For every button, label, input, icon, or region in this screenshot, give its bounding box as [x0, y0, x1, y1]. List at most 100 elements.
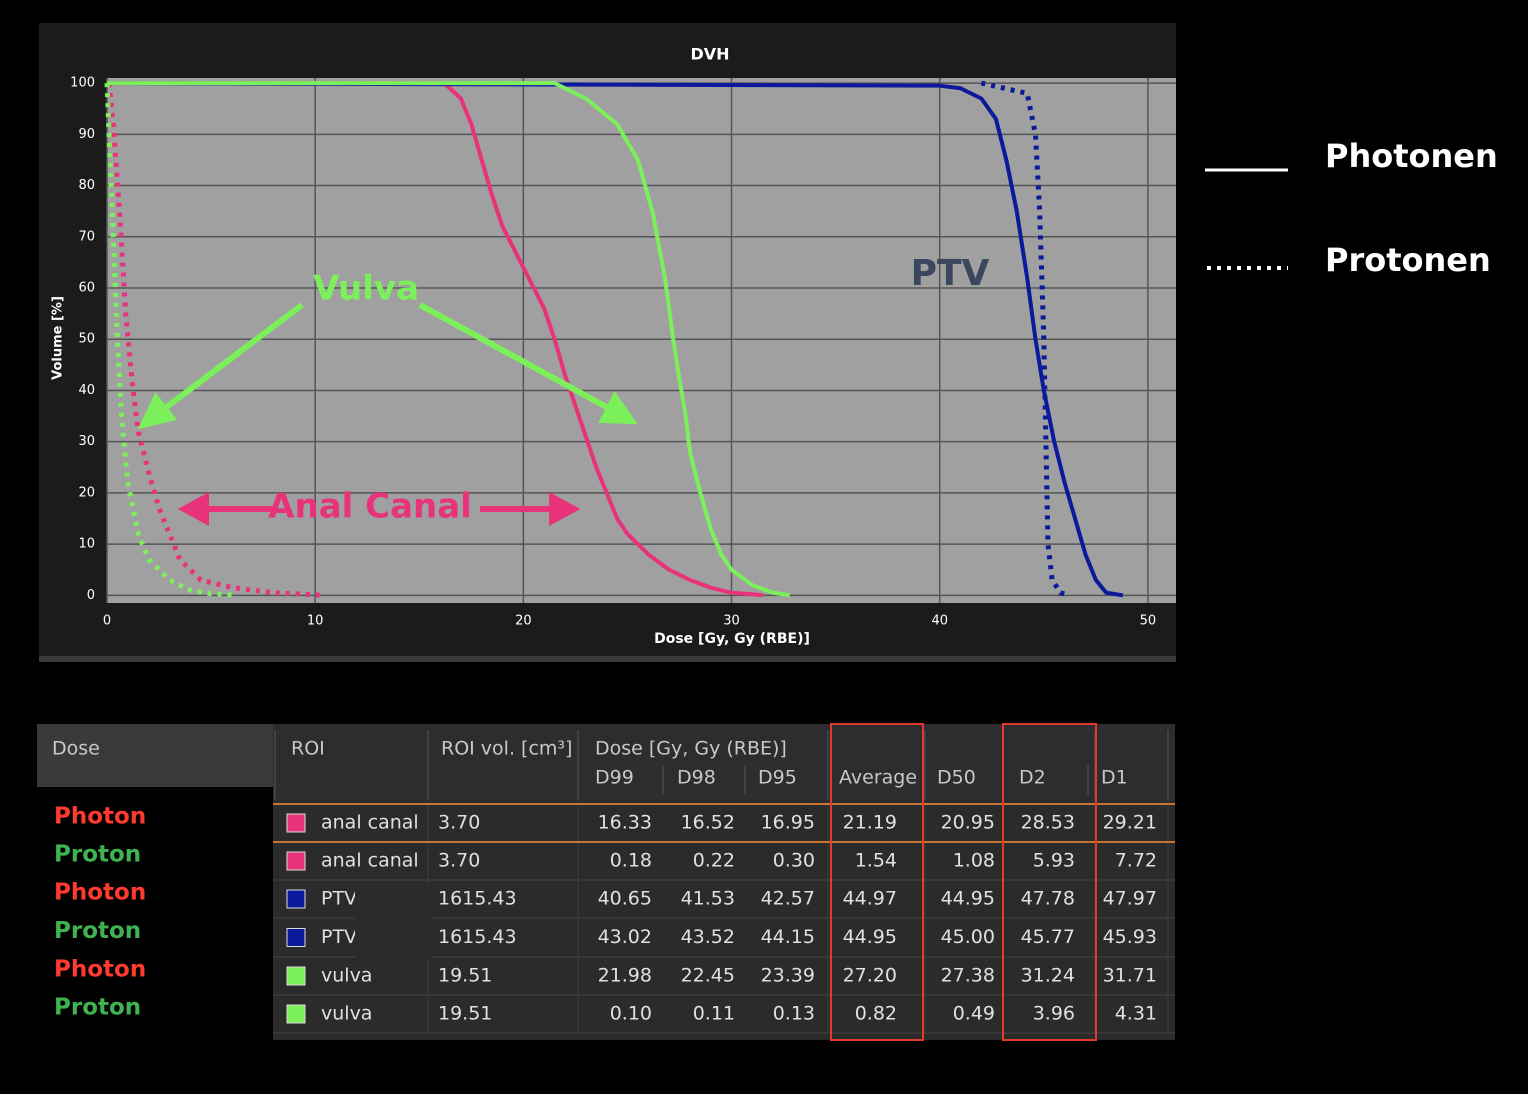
dose-label: Photon: [54, 957, 146, 983]
y-axis-label: Volume [%]: [51, 296, 66, 380]
column-header: D1: [1101, 767, 1128, 789]
roi-swatch: [286, 1004, 306, 1024]
x-tick-label: 20: [515, 614, 532, 629]
arrows: [137, 302, 638, 430]
annotation: PTV: [911, 253, 990, 294]
annotations: Vulva Anal Canal PTV: [137, 253, 990, 527]
column-header: D99: [595, 767, 634, 789]
table-cell: 0.10: [610, 1003, 652, 1025]
dose-label: Photon: [54, 880, 146, 906]
table-cell: 0.49: [953, 1003, 995, 1025]
table-cell: 47.97: [1103, 888, 1157, 910]
table-cell: 43.02: [598, 926, 652, 948]
y-tick-label: 60: [78, 281, 95, 296]
legend-label: Photonen: [1325, 137, 1498, 175]
dose-column: [37, 787, 273, 1040]
y-tick-label: 0: [87, 588, 95, 603]
table-cell: 19.51: [438, 1003, 492, 1025]
column-header: D95: [758, 767, 797, 789]
table-cell: 0.22: [693, 850, 735, 872]
table-cell: 0.30: [773, 850, 815, 872]
table-cell: 21.98: [598, 965, 652, 987]
dose-label: Proton: [54, 918, 141, 944]
table-cell: 0.13: [773, 1003, 815, 1025]
table-cell: 1.08: [953, 850, 995, 872]
table-cell: 0.18: [610, 850, 652, 872]
table-cell: 45.93: [1103, 926, 1157, 948]
table-cell: 27.38: [941, 965, 995, 987]
arrows: [177, 491, 581, 527]
y-tick-label: 30: [78, 434, 95, 449]
table-cell: 47.78: [1021, 888, 1075, 910]
arrow: [418, 302, 614, 413]
table-cell: 28.53: [1021, 812, 1075, 834]
annotation: Vulva: [313, 269, 419, 309]
dose-label: Photon: [54, 804, 146, 830]
roi-swatch: [286, 928, 306, 947]
column-header: Dose [Gy, Gy (RBE)]: [595, 738, 787, 760]
roi-name: PTV: [321, 926, 357, 948]
table-cell: 22.45: [681, 965, 735, 987]
x-tick-label: 40: [931, 614, 948, 629]
table: Dose ROI ROI vol. [cm³] Dose [Gy, Gy (RBE)]…: [37, 723, 1175, 1041]
x-tick-label: 10: [307, 614, 324, 629]
roi-swatch: [286, 889, 306, 909]
roi-name: anal canal: [321, 812, 419, 834]
column-header: ROI vol. [cm³]: [441, 738, 572, 760]
arrowhead: [137, 392, 178, 430]
panel-edge: [39, 656, 1176, 662]
table-cell: 42.57: [761, 888, 815, 910]
column-header: D50: [937, 767, 976, 789]
y-tick-label: 20: [78, 485, 95, 500]
y-tick-label: 40: [78, 383, 95, 398]
grid: 0 10 20 30 40 50 60 70 80 90 100 0 10 20 30 40 50: [70, 76, 1176, 629]
dvh-line: [107, 81, 791, 598]
table-cell: 29.21: [1103, 812, 1157, 834]
roi-swatch: [286, 966, 306, 986]
redaction: [355, 884, 432, 960]
table-cell: 19.51: [438, 965, 492, 987]
column-header: D98: [677, 767, 716, 789]
dvh-line: [980, 80, 1070, 598]
table-cell: 27.20: [843, 965, 897, 987]
table-cell: 31.24: [1021, 965, 1075, 987]
table-cell: 7.72: [1115, 850, 1157, 872]
table-cell: 44.97: [843, 888, 897, 910]
arrowhead: [549, 491, 581, 527]
dose-header-cell: [37, 724, 273, 787]
table-cell: 23.39: [761, 965, 815, 987]
table-cell: 45.00: [941, 926, 995, 948]
y-tick-label: 70: [78, 229, 95, 244]
legend-label: Protonen: [1325, 241, 1491, 279]
table-cell: 31.71: [1103, 965, 1157, 987]
y-tick-label: 10: [78, 537, 95, 552]
y-tick-label: 80: [78, 178, 95, 193]
arrow: [158, 302, 304, 415]
table-cell: 16.95: [761, 812, 815, 834]
column-header: ROI: [291, 738, 325, 760]
roi-name: anal canal: [321, 850, 419, 872]
dose-label: Proton: [54, 995, 141, 1021]
roi-swatch: [286, 851, 306, 871]
table-cell: 3.70: [438, 812, 480, 834]
x-axis-label: Dose [Gy, Gy (RBE)]: [654, 631, 810, 647]
column-header: D2: [1019, 767, 1046, 789]
arrowhead: [598, 391, 638, 425]
table-cell: 43.52: [681, 926, 735, 948]
table-cell: 4.31: [1115, 1003, 1157, 1025]
table-cell: 40.65: [598, 888, 652, 910]
dvh-line: [106, 82, 326, 598]
arrowhead: [177, 491, 209, 527]
table-cell: 44.95: [941, 888, 995, 910]
roi-swatch: [286, 813, 306, 833]
roi-name: vulva: [321, 1003, 372, 1025]
roi-name: PTV: [321, 888, 357, 910]
table-cell: 0.11: [693, 1003, 735, 1025]
roi-name: vulva: [321, 965, 372, 987]
table-cell: 45.77: [1021, 926, 1075, 948]
table-cell: 16.52: [681, 812, 735, 834]
highlight-box: [1002, 723, 1097, 1041]
table-cell: 41.53: [681, 888, 735, 910]
y-tick-label: 50: [78, 332, 95, 347]
